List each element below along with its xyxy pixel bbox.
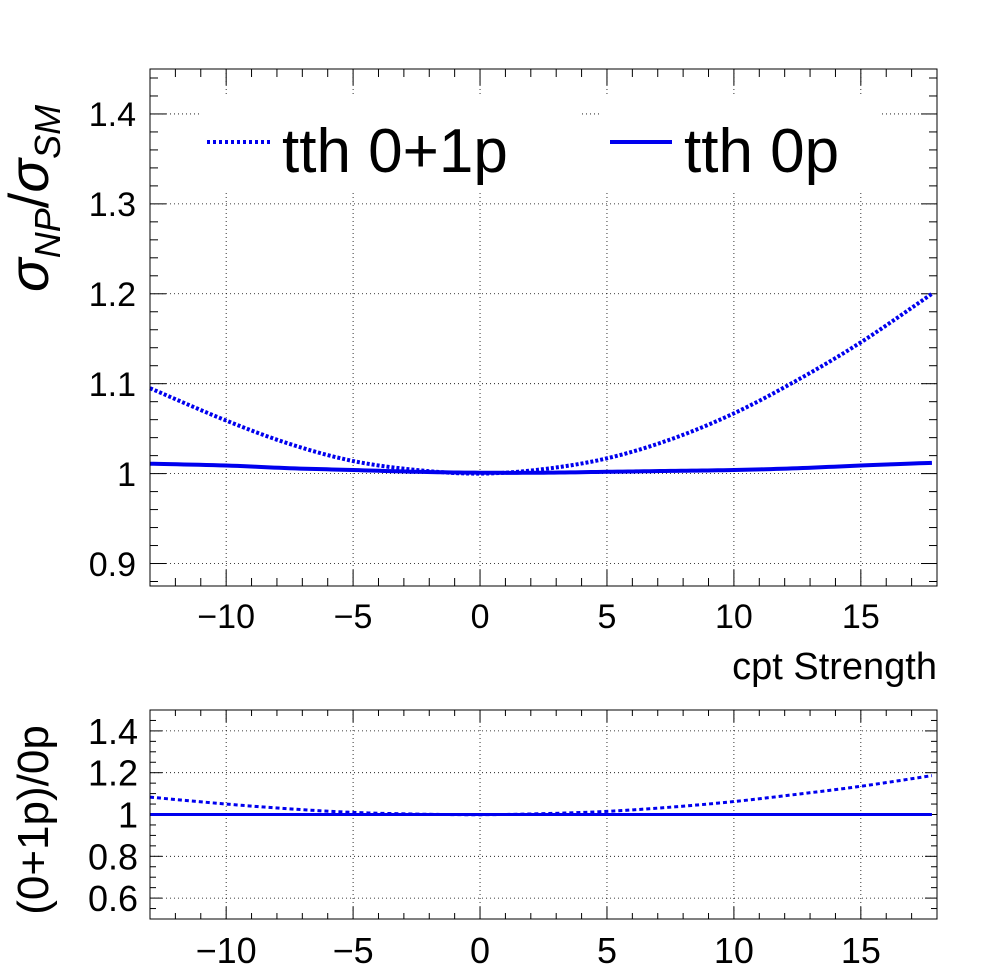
y-title-sub-sm: SM [27,105,68,159]
main-y-tick-labels: 0.9 1 1.1 1.2 1.3 1.4 [89,96,136,584]
y-title-sigma-sm: σ [0,157,60,193]
x-tick-label: 15 [841,930,881,971]
legend-label-tth-0p: tth 0p [684,117,839,186]
series-line-dotted [149,292,934,476]
legend: tth 0+1p tth 0p [200,95,880,190]
ratio-y-axis-title: (0+1p)/0p [9,725,58,915]
x-tick-label: −5 [333,930,374,971]
x-tick-label: 10 [714,930,754,971]
y-title-slash: / [0,192,60,208]
ratio-plot-frame [149,709,938,920]
x-tick-label: −10 [197,598,255,636]
x-tick-label: 10 [715,598,753,636]
ratio-plot: −10 −5 0 5 10 15 0.60.811.21.4 (0+1p)/0p [9,709,938,971]
x-tick-label: 0 [471,598,490,636]
main-plot: −10 −5 0 5 10 15 0.9 1 1.1 1.2 1.3 1.4 tth 0+1p tt… [0,68,938,688]
main-x-tick-labels: −10 −5 0 5 10 15 [197,598,879,636]
ratio-y-tick-labels: 0.60.811.21.4 [88,711,138,919]
ratio-x-tick-labels: −10 −5 0 5 10 15 [196,930,881,971]
ratio-series [149,774,933,817]
y-tick-label: 1.4 [88,711,138,752]
main-x-axis-title: cpt Strength [732,646,937,688]
y-tick-label: 1.2 [88,753,138,794]
main-y-axis-title: σNP/σSM [0,105,68,292]
x-tick-label: 5 [597,930,617,971]
y-tick-label: 1 [117,456,136,494]
x-tick-label: −5 [334,598,373,636]
ratio-axis-ticks [149,709,938,919]
y-tick-label: 1.4 [89,96,136,134]
y-tick-label: 0.9 [89,546,136,584]
x-tick-label: 0 [470,930,490,971]
y-tick-label: 0.8 [88,836,138,877]
main-series [149,292,934,476]
y-title-sigma-np: σ [0,256,60,292]
y-tick-label: 1.2 [89,276,136,314]
y-tick-label: 1.1 [89,366,136,404]
y-tick-label: 1.3 [89,186,136,224]
y-title-sub-np: NP [27,208,68,258]
x-tick-label: 5 [598,598,617,636]
legend-label-tth-0p1p: tth 0+1p [282,117,508,186]
series-line-solid [149,460,932,475]
y-tick-label: 0.6 [88,878,138,919]
x-tick-label: 15 [842,598,880,636]
main-plot-frame [149,68,938,587]
x-tick-label: −10 [196,930,257,971]
y-tick-label: 1 [118,794,138,835]
